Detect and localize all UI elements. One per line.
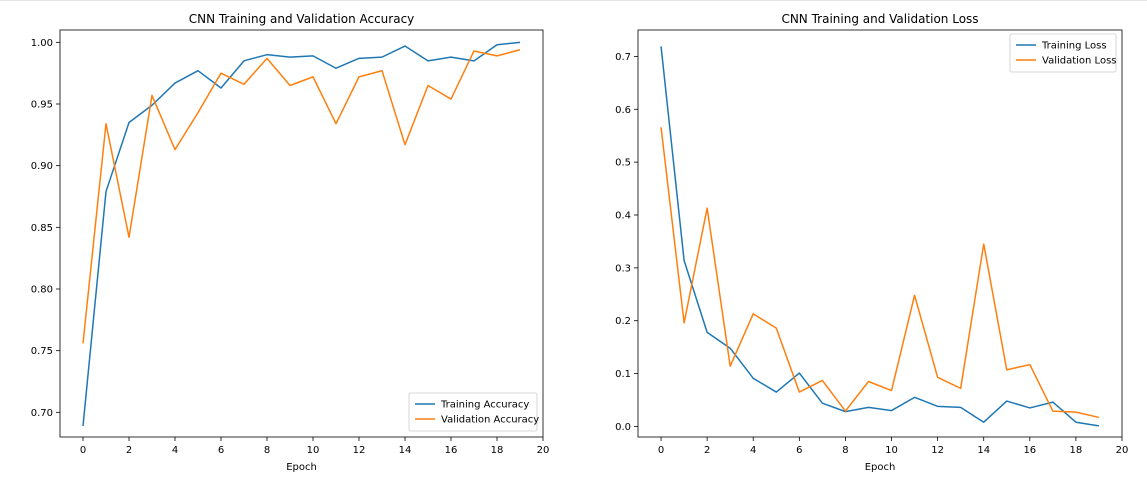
accuracy-y-tick-label: 0.70 (31, 408, 53, 419)
accuracy-plot-area: 0 2 4 6 8 10 12 14 16 18 20 0.70 0.75 0.80 0.85 0.90 0.9… (31, 29, 550, 456)
accuracy-x-tick-label: 4 (172, 445, 178, 456)
loss-legend-label: Training Loss (1041, 41, 1107, 52)
accuracy-y-tick-label: 0.85 (31, 223, 53, 234)
loss-legend: Training Loss Validation Loss (1009, 33, 1117, 73)
accuracy-chart: CNN Training and Validation Accuracy 0 2 4… (31, 12, 550, 473)
loss-x-axis-label: Epoch (865, 462, 896, 473)
accuracy-x-tick-label: 6 (218, 445, 224, 456)
loss-chart: CNN Training and Validation Loss 0 2 4 6 8 10… (615, 12, 1128, 473)
accuracy-legend: Training Accuracy Validation Accuracy (408, 392, 539, 432)
loss-x-tick-label: 20 (1116, 445, 1129, 456)
top-divider (0, 0, 1147, 1)
loss-x-tick-label: 16 (1023, 445, 1036, 456)
accuracy-y-tick-label: 0.80 (31, 285, 53, 296)
loss-x-tick-label: 8 (842, 445, 848, 456)
accuracy-y-tick-label: 0.95 (31, 100, 53, 111)
loss-x-tick-label: 14 (977, 445, 990, 456)
loss-legend-label: Validation Loss (1042, 56, 1117, 67)
accuracy-x-tick-label: 20 (537, 445, 550, 456)
loss-y-tick-label: 0.3 (615, 263, 631, 274)
loss-series-line-training (660, 46, 1100, 427)
accuracy-chart-title: CNN Training and Validation Accuracy (189, 12, 415, 26)
loss-axes-frame (637, 29, 1123, 438)
accuracy-series-line-validation (82, 49, 521, 344)
accuracy-legend-label: Training Accuracy (440, 400, 529, 411)
loss-y-tick-label: 0.4 (615, 211, 631, 222)
loss-y-tick-label: 0.5 (615, 158, 631, 169)
loss-y-tick-label: 0.7 (615, 52, 631, 63)
loss-x-tick-label: 6 (796, 445, 802, 456)
accuracy-x-axis-label: Epoch (286, 462, 317, 473)
loss-x-tick-label: 0 (658, 445, 664, 456)
accuracy-x-tick-label: 10 (307, 445, 320, 456)
loss-y-tick-label: 0.1 (615, 369, 631, 380)
accuracy-legend-label: Validation Accuracy (441, 415, 539, 426)
accuracy-x-tick-label: 8 (264, 445, 270, 456)
accuracy-x-tick-label: 2 (126, 445, 132, 456)
loss-y-tick-label: 0.0 (615, 422, 631, 433)
accuracy-x-tick-label: 12 (353, 445, 366, 456)
accuracy-x-tick-label: 18 (491, 445, 504, 456)
loss-x-tick-label: 12 (931, 445, 944, 456)
accuracy-y-tick-label: 0.75 (31, 346, 53, 357)
accuracy-y-tick-label: 0.90 (31, 161, 53, 172)
accuracy-y-tick-label: 1.00 (31, 38, 53, 49)
loss-x-tick-label: 18 (1070, 445, 1083, 456)
accuracy-legend-box (408, 392, 538, 432)
loss-legend-box (1009, 33, 1117, 73)
accuracy-x-tick-label: 0 (80, 445, 86, 456)
loss-y-tick-label: 0.2 (615, 316, 631, 327)
loss-x-tick-label: 4 (750, 445, 756, 456)
loss-series-line-validation (660, 127, 1100, 419)
accuracy-series-line-training (82, 41, 521, 426)
accuracy-axes-frame (59, 29, 544, 438)
loss-chart-title: CNN Training and Validation Loss (781, 12, 978, 26)
accuracy-x-tick-label: 16 (445, 445, 458, 456)
loss-x-tick-label: 10 (885, 445, 898, 456)
loss-y-tick-label: 0.6 (615, 105, 631, 116)
loss-x-tick-label: 2 (704, 445, 710, 456)
loss-plot-area: 0 2 4 6 8 10 12 14 16 18 20 0.0 0.1 0.2 0.3 0.4 0.5 0.6 0.… (615, 29, 1129, 456)
accuracy-x-tick-label: 14 (399, 445, 412, 456)
